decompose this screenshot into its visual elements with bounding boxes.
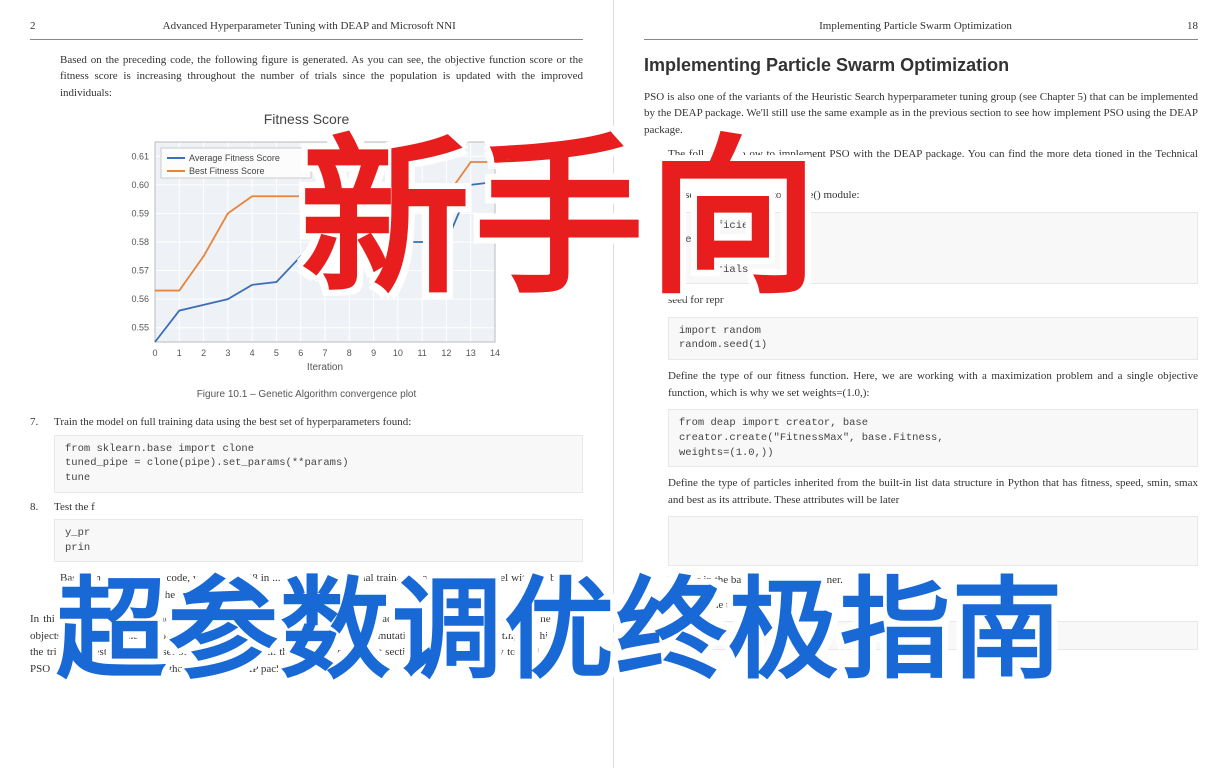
page-number-left: 2: [30, 18, 36, 35]
page-header-left: 2 Advanced Hyperparameter Tuning with DE…: [30, 18, 583, 40]
particles-text: Define the type of particles inherited f…: [668, 475, 1198, 508]
svg-text:0.59: 0.59: [131, 208, 149, 218]
page-number-right: 18: [1187, 18, 1198, 35]
step-7-text: Train the model on full training data us…: [54, 414, 583, 431]
svg-text:11: 11: [417, 348, 426, 358]
svg-text:3: 3: [225, 348, 230, 358]
svg-text:4: 4: [249, 348, 254, 358]
chart-svg: 0.550.560.570.580.590.600.61012345678910…: [107, 134, 507, 374]
svg-text:9: 9: [371, 348, 376, 358]
svg-text:2: 2: [201, 348, 206, 358]
svg-text:0.55: 0.55: [131, 323, 149, 333]
code-coefficients: coefficient efficient icient of trials: [668, 212, 1198, 285]
chart-title: Fitness Score: [107, 109, 507, 130]
code-block-8: y_pr prin: [54, 519, 583, 562]
step-7-number: 7.: [30, 414, 46, 431]
svg-text:7: 7: [322, 348, 327, 358]
svg-text:10: 10: [392, 348, 402, 358]
svg-text:Best Fitness Score: Best Fitness Score: [189, 166, 265, 176]
svg-text:Average Fitness Score: Average Fitness Score: [189, 153, 280, 163]
svg-text:0.56: 0.56: [131, 294, 149, 304]
pso-para2: The following co ow to implement PSO wit…: [668, 146, 1198, 179]
step-2-text: De...eir in the base.Toolbox() container…: [668, 572, 1198, 589]
chapter-title-right: Implementing Particle Swarm Optimization: [819, 18, 1012, 35]
classes-text: classes through the creator.create() mod…: [668, 187, 1198, 204]
step-2-number: 2.: [644, 572, 660, 589]
left-page: 2 Advanced Hyperparameter Tuning with DE…: [0, 0, 614, 768]
book-spread: 2 Advanced Hyperparameter Tuning with DE…: [0, 0, 1228, 768]
code-particles: [668, 516, 1198, 566]
svg-text:0: 0: [152, 348, 157, 358]
svg-text:0.57: 0.57: [131, 266, 149, 276]
figure-caption: Figure 10.1 – Genetic Algorithm converge…: [30, 387, 583, 402]
svg-text:5: 5: [273, 348, 278, 358]
page-header-right: Implementing Particle Swarm Optimization…: [644, 18, 1198, 40]
step-7: 7. Train the model on full training data…: [30, 414, 583, 431]
svg-text:0.61: 0.61: [131, 151, 149, 161]
intro-paragraph: Based on the preceding code, the followi…: [60, 52, 583, 102]
seed-text: seed for repr: [668, 292, 1198, 309]
right-page: Implementing Particle Swarm Optimization…: [614, 0, 1228, 768]
init-toolbox-text: Initialize the toolbox:: [668, 597, 1198, 614]
svg-text:0.58: 0.58: [131, 237, 149, 247]
step-2-right: 2. De...eir in the base.Toolbox() contai…: [644, 572, 1198, 589]
code-fitness: from deap import creator, base creator.c…: [668, 409, 1198, 467]
closing-paragraph: In this section, we have learned how to …: [30, 611, 583, 677]
svg-text:14: 14: [489, 348, 499, 358]
svg-text:6: 6: [298, 348, 303, 358]
code-seed: import random random.seed(1): [668, 317, 1198, 360]
result-paragraph: Based on the preceding code, we get a 0.…: [60, 570, 583, 603]
svg-text:8: 8: [346, 348, 351, 358]
code-block-7: from sklearn.base import clone tuned_pip…: [54, 435, 583, 493]
svg-text:Iteration: Iteration: [306, 362, 342, 373]
code-toolbox: toolbox = base.Toolbox(): [668, 621, 1198, 650]
fitness-text: Define the type of our fitness function.…: [668, 368, 1198, 401]
step-8-number: 8.: [30, 499, 46, 516]
step-8: 8. Test the f: [30, 499, 583, 516]
svg-text:0.60: 0.60: [131, 180, 149, 190]
fitness-chart: Fitness Score 0.55 0.56 0.57 0.58 0.59 0.60 0.…: [107, 109, 507, 379]
section-title: Implementing Particle Swarm Optimization: [644, 52, 1198, 79]
chapter-title-left: Advanced Hyperparameter Tuning with DEAP…: [163, 18, 456, 35]
svg-text:12: 12: [441, 348, 451, 358]
pso-intro: PSO is also one of the variants of the H…: [644, 89, 1198, 139]
svg-text:13: 13: [465, 348, 475, 358]
svg-text:1: 1: [176, 348, 181, 358]
step-8-text: Test the f: [54, 499, 583, 516]
